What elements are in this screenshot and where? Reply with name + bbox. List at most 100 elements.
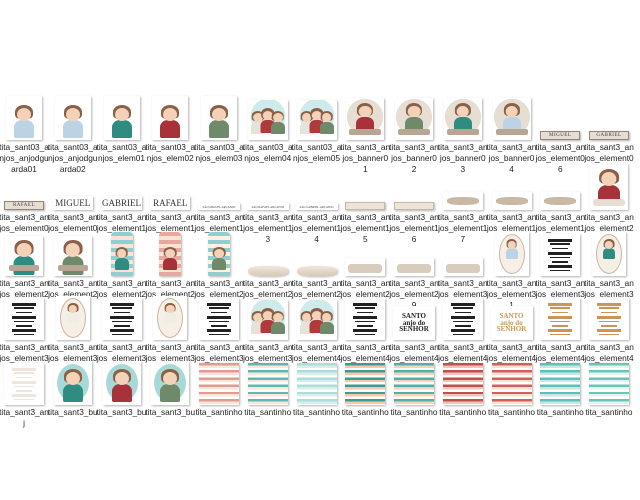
- file-name: tita_sant3_bu: [96, 407, 147, 417]
- thumbnail-smallplate: RAFAEL: [4, 201, 44, 210]
- file-item[interactable]: tita_santinho: [487, 357, 537, 418]
- file-name: tita_sant3_bu: [47, 407, 98, 417]
- file-item[interactable]: SANTO anjo do SENHOR tita_sant3_anjos_ele…: [487, 292, 537, 375]
- file-item[interactable]: tita_santinho: [243, 357, 293, 418]
- file-item[interactable]: tita_sant03_anjos_elem05: [292, 92, 342, 164]
- file-item[interactable]: tita_sant3_anjos_element21: [0, 228, 49, 311]
- angel-face: [16, 243, 32, 257]
- text-line: [450, 316, 475, 319]
- file-item[interactable]: tita_sant3_anjos_element46: [584, 292, 634, 375]
- ribbon: [593, 199, 625, 206]
- file-item[interactable]: tita_sant3_anjos_element35: [48, 292, 98, 375]
- file-item[interactable]: tita_sant3_anjos_element24: [145, 228, 195, 311]
- ribbon: [348, 264, 383, 273]
- file-item[interactable]: tita_santinho: [340, 357, 390, 418]
- file-item[interactable]: SÃO RAFAEL ARCANJO tita_sant3_anjos_eleme…: [243, 162, 293, 245]
- thumbnail-box: [488, 162, 536, 210]
- file-item[interactable]: tita_santinho: [438, 357, 488, 418]
- file-item[interactable]: MIGUEL tita_sant3_anjos_element06: [535, 92, 585, 175]
- file-item[interactable]: tita_sant3_anjos_element36: [97, 292, 147, 375]
- file-item[interactable]: tita_sant03_anjos_elem03: [194, 92, 244, 164]
- file-item[interactable]: tita_sant3_anjos_element33: [584, 228, 634, 311]
- thumbnail-angel: [54, 96, 91, 140]
- file-item[interactable]: tita_sant3_anjos_element43: [438, 292, 488, 375]
- file-item[interactable]: SANTO anjo do SENHOR tita_sant3_anjos_ele…: [389, 292, 439, 375]
- file-item[interactable]: tita_sant3_anjos_banner01: [340, 92, 390, 175]
- file-item[interactable]: tita_sant3_anjos_element23: [97, 228, 147, 311]
- file-item[interactable]: tita_sant3_anj: [0, 357, 49, 429]
- thumbnail-text: SÃO GABRIEL ARCANJO: [299, 204, 334, 209]
- file-item[interactable]: tita_sant3_anjos_element29: [389, 228, 439, 311]
- grid-row: RAFAELtita_sant3_anjos_element08MIGUELti…: [0, 162, 640, 245]
- file-item[interactable]: tita_sant3_anjos_element37: [145, 292, 195, 375]
- file-item[interactable]: tita_sant3_bu: [145, 357, 195, 418]
- text-line: [597, 303, 621, 306]
- thumbnail-box: SANTO anjo do SENHOR: [488, 292, 536, 340]
- file-item[interactable]: tita_sant03_anjos_elem04: [243, 92, 293, 164]
- file-item[interactable]: tita_sant03_anjos_elem02: [145, 92, 195, 164]
- file-item[interactable]: tita_sant3_anjos_element20: [584, 162, 634, 245]
- thumbnail-stripes: [247, 363, 288, 405]
- angel-face: [116, 249, 127, 259]
- file-name: tita_sant3_anj: [0, 407, 49, 428]
- thumbnail-box: [98, 292, 146, 340]
- file-item[interactable]: tita_santinho: [535, 357, 585, 418]
- thumbnail-scrollbanner: [345, 258, 386, 276]
- file-item[interactable]: tita_sant3_anjos_element15: [340, 162, 390, 245]
- file-item[interactable]: tita_santinho: [389, 357, 439, 418]
- thumbnail-text: GABRIEL: [596, 133, 622, 138]
- text-line: [109, 329, 134, 332]
- thumbnail-smallplate: MIGUEL: [540, 131, 581, 140]
- file-item[interactable]: tita_sant3_anjos_banner02: [389, 92, 439, 175]
- thumbnail-box: RAFAEL: [146, 162, 194, 210]
- thumbnail-box: [49, 357, 97, 405]
- thumbnail-textcard: [540, 298, 581, 340]
- thumbnail-box: MIGUEL: [536, 92, 584, 140]
- thumbnail-santo: SANTO anjo do SENHOR: [490, 306, 533, 340]
- file-item[interactable]: tita_sant3_anjos_element45: [535, 292, 585, 375]
- file-item[interactable]: SÃO GABRIEL ARCANJO tita_sant3_anjos_elem…: [292, 162, 342, 245]
- angel-face: [604, 241, 614, 249]
- text-line: [552, 261, 569, 263]
- file-item[interactable]: tita_santinho: [292, 357, 342, 418]
- text-line: [452, 320, 473, 323]
- text-line: [597, 316, 621, 319]
- file-item[interactable]: tita_santinho: [584, 357, 634, 418]
- thumbnail-oval: [55, 296, 90, 340]
- file-item[interactable]: tita_santinho: [194, 357, 244, 418]
- file-item[interactable]: tita_sant3_anjos_element41: [340, 292, 390, 375]
- angel-face: [301, 113, 312, 123]
- text-line: [109, 303, 134, 306]
- file-item[interactable]: tita_sant3_anjos_element34: [0, 292, 49, 375]
- text-line: [12, 381, 36, 384]
- file-item[interactable]: tita_sant3_anjos_element31: [487, 228, 537, 311]
- thumbnail-text: RAFAEL: [12, 203, 36, 208]
- file-item[interactable]: tita_sant3_anjos_element22: [48, 228, 98, 311]
- file-item[interactable]: tita_sant3_anjos_banner04: [487, 92, 537, 175]
- angel-face: [321, 313, 332, 323]
- file-item[interactable]: tita_sant03_anjos_elem01: [97, 92, 147, 164]
- file-item[interactable]: tita_sant3_anjos_banner03: [438, 92, 488, 175]
- file-item[interactable]: tita_sant03_anjos_anjodguarda02: [48, 92, 98, 175]
- file-item[interactable]: tita_sant3_bu: [97, 357, 147, 418]
- file-name: tita_sant3_bu: [145, 407, 196, 417]
- file-item[interactable]: tita_sant3_anjos_element40: [292, 292, 342, 375]
- thumbnail-box: [390, 162, 438, 210]
- file-name: tita_sant03_anjos_elem03: [194, 142, 244, 163]
- file-name: tita_santinho: [585, 407, 633, 417]
- file-item[interactable]: tita_sant3_anjos_element17: [438, 162, 488, 245]
- thumbnail-box: [244, 357, 292, 405]
- text-line: [548, 265, 573, 268]
- thumbnail-box: [98, 228, 146, 276]
- text-line: [550, 333, 571, 336]
- angel-face: [301, 313, 312, 323]
- file-item[interactable]: tita_sant3_anjos_element39: [243, 292, 293, 375]
- text-line: [207, 329, 231, 332]
- file-item[interactable]: tita_sant3_anjos_element16: [389, 162, 439, 245]
- angel-robe: [111, 120, 132, 138]
- thumbnail-box: [98, 357, 146, 405]
- file-name: tita_sant3_anjos_banner01: [340, 142, 391, 174]
- file-item[interactable]: tita_sant03_anjos_anjodguarda01: [0, 92, 49, 175]
- file-name: tita_sant3_anjos_banner04: [486, 142, 537, 174]
- file-item[interactable]: tita_sant3_bu: [48, 357, 98, 418]
